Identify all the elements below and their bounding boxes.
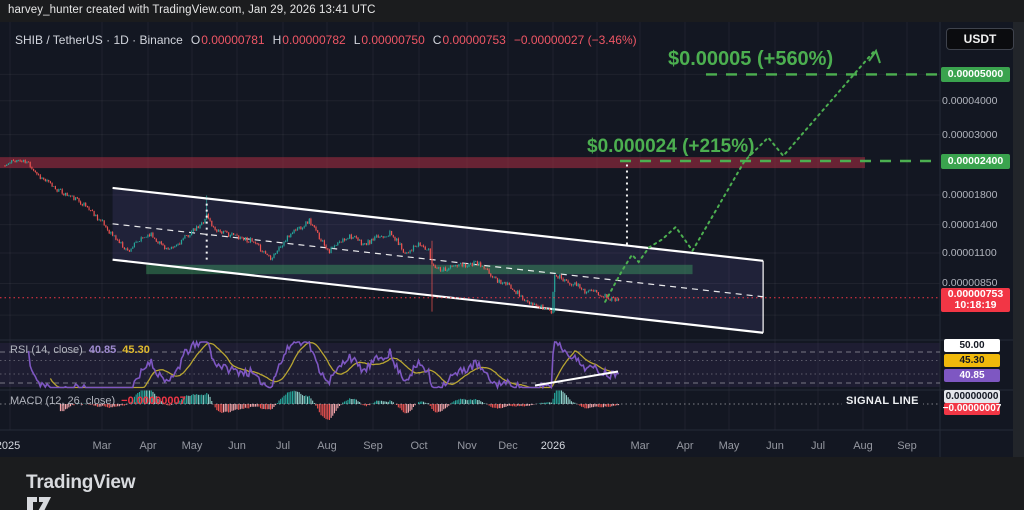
- tradingview-logo-icon: [27, 497, 51, 510]
- price-target-lower-label: $0.000024 (+215%): [587, 136, 755, 157]
- ohlc-close: C 0.00000753: [432, 33, 506, 47]
- price-change: −0.00000027 (−3.46%): [513, 33, 637, 47]
- attribution-text: harvey_hunter created with TradingView.c…: [8, 4, 376, 16]
- symbol-title: SHIB / TetherUS · 1D · Binance: [15, 33, 183, 47]
- rsi-ma-value: 45.30: [122, 344, 150, 356]
- bottom-bar: [0, 457, 1024, 510]
- macd-indicator-header[interactable]: MACD (12, 26, close) −0.00000007: [10, 395, 186, 407]
- price-target-upper-label: $0.00005 (+560%): [668, 48, 834, 70]
- price-chart-canvas[interactable]: [0, 22, 1013, 457]
- ohlc-high: H 0.00000782: [272, 33, 346, 47]
- macd-title: MACD (12, 26, close): [10, 395, 116, 407]
- signal-line-annotation: SIGNAL LINE: [842, 395, 923, 407]
- rsi-title: RSI (14, close): [10, 344, 83, 356]
- rsi-indicator-header[interactable]: RSI (14, close) 40.85 45.30: [10, 344, 150, 356]
- rsi-value: 40.85: [88, 344, 117, 356]
- tradingview-logo[interactable]: TradingView: [26, 472, 136, 510]
- symbol-header[interactable]: SHIB / TetherUS · 1D · Binance O 0.000007…: [15, 33, 637, 47]
- tradingview-logo-text: TradingView: [26, 472, 136, 493]
- ohlc-low: L 0.00000750: [353, 33, 425, 47]
- ohlc-open: O 0.00000781: [190, 33, 265, 47]
- currency-toggle-button[interactable]: USDT: [946, 28, 1014, 50]
- macd-value: −0.00000007: [121, 395, 186, 407]
- top-attribution-bar: harvey_hunter created with TradingView.c…: [0, 0, 1024, 22]
- right-frame-strip: [1013, 22, 1024, 457]
